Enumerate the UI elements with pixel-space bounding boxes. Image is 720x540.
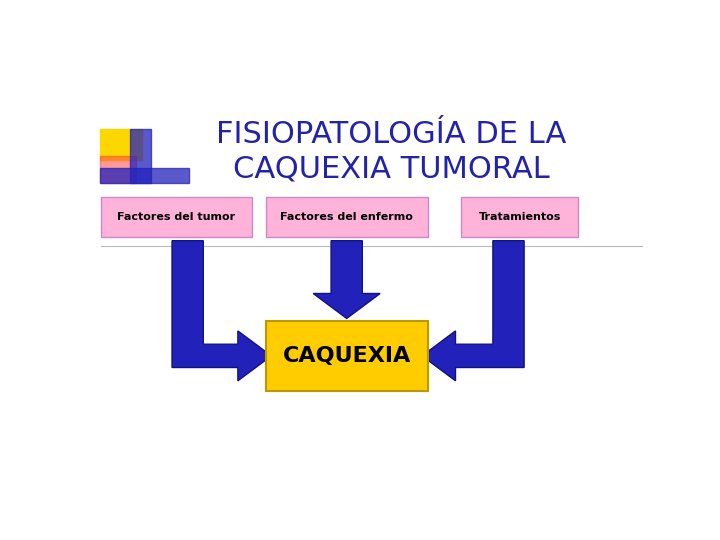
FancyBboxPatch shape — [266, 321, 428, 391]
Bar — [100, 156, 136, 183]
Polygon shape — [313, 241, 380, 319]
Text: Tratamientos: Tratamientos — [479, 212, 561, 221]
Polygon shape — [172, 241, 271, 381]
FancyBboxPatch shape — [101, 197, 252, 237]
Bar — [100, 129, 142, 160]
FancyBboxPatch shape — [461, 197, 578, 237]
Text: Factores del tumor: Factores del tumor — [117, 212, 235, 221]
Text: CAQUEXIA: CAQUEXIA — [282, 346, 411, 366]
Bar — [100, 167, 189, 183]
FancyBboxPatch shape — [266, 197, 428, 237]
Text: Factores del enfermo: Factores del enfermo — [280, 212, 413, 221]
Polygon shape — [422, 241, 524, 381]
Bar — [130, 129, 151, 183]
Text: FISIOPATOLOGÍA DE LA
CAQUEXIA TUMORAL: FISIOPATOLOGÍA DE LA CAQUEXIA TUMORAL — [216, 120, 567, 184]
